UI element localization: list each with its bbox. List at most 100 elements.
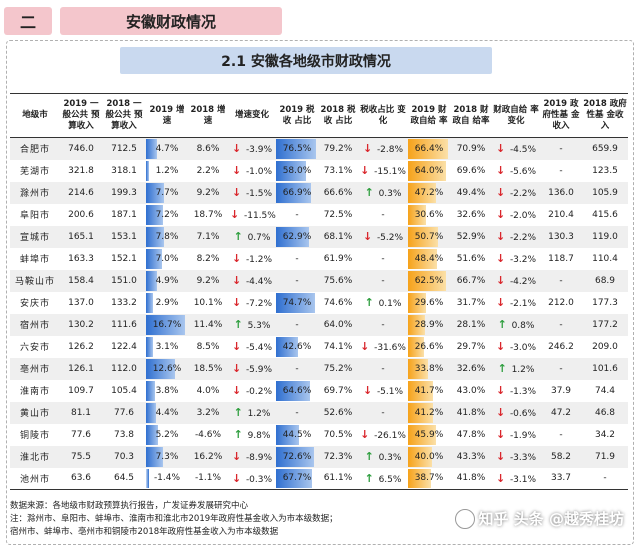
revenue-2019: 75.5 xyxy=(60,445,102,468)
growth-2018: 16.2% xyxy=(188,445,228,468)
down-arrow-icon: ↓ xyxy=(495,296,506,309)
growth-2019-bar xyxy=(146,270,158,291)
self-sufficiency-2018: 43.3% xyxy=(450,445,492,468)
revenue-2019: 746.0 xyxy=(60,137,102,160)
down-arrow-icon: ↓ xyxy=(495,164,506,177)
tax-share-2018: 69.7% xyxy=(323,385,353,396)
table-body: 合肥市 746.0 712.5 4.7% 8.6% ↓ -3.9% 76.5% 79.2% ↓ -2… xyxy=(10,137,628,490)
table-row: 淮南市 109.7 105.4 3.8% 4.0% ↓ -0.2% 64.6% 69.7% ↓ -5… xyxy=(10,380,628,402)
growth-2019: 7.7% xyxy=(146,181,188,204)
self-sufficiency-change: ↓ -0.6% xyxy=(492,401,540,424)
tax-share-2018: 75.2% xyxy=(318,357,358,380)
header-cell: 2018 政府性基 金收入 xyxy=(582,93,628,138)
growth-2019-value: 2.9% xyxy=(155,297,179,308)
growth-change: ↑ 0.7% xyxy=(228,225,276,248)
up-arrow-icon: ↑ xyxy=(364,471,374,485)
self-sufficiency-2018: 51.6% xyxy=(456,253,486,264)
tax-share-2018: 75.6% xyxy=(318,269,358,292)
tax-share-2019-value: 66.9% xyxy=(282,187,312,198)
revenue-2018: 70.3 xyxy=(102,445,146,468)
down-arrow-icon: ↓ xyxy=(362,142,373,156)
revenue-2019: 214.6 xyxy=(60,181,102,204)
tax-share-change-value: - xyxy=(381,209,385,220)
growth-2019-value: 7.2% xyxy=(155,209,179,220)
tax-share-2019: 67.7% xyxy=(276,467,318,490)
self-sufficiency-2019-bar xyxy=(408,380,434,401)
growth-change: ↑ 5.3% xyxy=(228,313,276,336)
down-arrow-icon: ↓ xyxy=(495,384,506,397)
down-arrow-icon: ↓ xyxy=(231,340,242,353)
growth-2019-bar xyxy=(146,204,163,225)
fund-revenue-2019: - xyxy=(559,165,563,176)
down-arrow-icon: ↓ xyxy=(495,186,506,199)
growth-2018: 9.2% xyxy=(188,181,228,204)
tax-share-change-value: -5.1% xyxy=(376,387,404,397)
down-arrow-icon: ↓ xyxy=(231,384,242,397)
table-row: 池州市 63.6 64.5 -1.4% -1.1% ↓ -0.3% 67.7% 61.1% ↑ 6.… xyxy=(10,467,628,490)
down-arrow-icon: ↓ xyxy=(230,208,240,221)
self-sufficiency-2019: 47.2% xyxy=(408,181,450,204)
self-sufficiency-2018: 28.1% xyxy=(450,313,492,336)
growth-2019-value: 7.8% xyxy=(155,231,179,242)
tax-share-2019: - xyxy=(276,269,318,292)
self-sufficiency-2019-bar xyxy=(408,204,427,225)
growth-change-value: -1.5% xyxy=(245,189,273,199)
tax-share-2019-bar xyxy=(276,336,299,357)
fund-revenue-2019: 212.0 xyxy=(548,297,574,308)
self-sufficiency-2019-value: 41.2% xyxy=(414,407,444,418)
self-sufficiency-change-value: -1.3% xyxy=(509,387,537,397)
self-sufficiency-2019-value: 66.4% xyxy=(414,143,444,154)
self-sufficiency-change: ↓ -4.2% xyxy=(492,269,540,292)
tax-share-change: - xyxy=(358,401,408,424)
tax-share-2019: 44.5% xyxy=(276,424,318,446)
tax-share-2018: 61.1% xyxy=(318,467,358,490)
tax-share-2019-bar xyxy=(276,292,316,313)
down-arrow-icon: ↓ xyxy=(231,142,242,156)
self-sufficiency-2019: 64.0% xyxy=(408,160,450,182)
self-sufficiency-change-value: -2.0% xyxy=(509,211,537,221)
self-sufficiency-2019-bar xyxy=(408,424,436,445)
growth-2019-value: 16.7% xyxy=(152,319,182,330)
growth-change-value: 0.7% xyxy=(247,233,271,243)
self-sufficiency-2018: 41.8% xyxy=(450,467,492,490)
self-sufficiency-change-value: -4.2% xyxy=(509,277,537,287)
tax-share-2019-bar xyxy=(276,424,300,445)
growth-2019-bar xyxy=(146,226,165,247)
tax-share-change: ↓ -26.1% xyxy=(358,424,408,446)
self-sufficiency-change-value: -2.2% xyxy=(509,189,537,199)
revenue-2018: 187.1 xyxy=(111,209,137,220)
growth-change: ↓ -5.9% xyxy=(228,357,276,380)
tax-share-change: ↑ 0.3% xyxy=(358,445,408,468)
note-line: 宿州市、蚌埠市、亳州市和铜陵市2018年政府性基金收入为市本级数据 xyxy=(10,527,279,537)
down-arrow-icon: ↓ xyxy=(231,450,242,463)
self-sufficiency-change: ↓ -3.0% xyxy=(492,336,540,358)
tax-share-2019: - xyxy=(276,313,318,336)
finance-table: 地级市 2019 一般公共 预算收入 2018 一般公共 预算收入 2019 增… xyxy=(10,93,628,490)
tax-share-change: - xyxy=(358,357,408,380)
self-sufficiency-2018: 47.8% xyxy=(456,429,486,440)
growth-2019-value: 7.7% xyxy=(155,187,179,198)
down-arrow-icon: ↓ xyxy=(495,471,506,485)
tax-share-2019-value: - xyxy=(295,407,299,418)
revenue-2019: 77.6 xyxy=(70,429,92,440)
table-row: 安庆市 137.0 133.2 2.9% 10.1% ↓ -7.2% 74.7% 74.6% ↑ 0… xyxy=(10,292,628,314)
revenue-2018: 318.1 xyxy=(111,165,137,176)
tax-share-change-value: - xyxy=(381,407,385,418)
fund-revenue-2019: 58.2 xyxy=(540,445,582,468)
growth-2019-bar xyxy=(146,292,153,313)
table-row: 铜陵市 77.6 73.8 5.2% -4.6% ↑ 9.8% 44.5% 70.5% ↓ -26.… xyxy=(10,424,628,446)
tax-share-change-value: - xyxy=(381,253,385,264)
note-line: 数据来源：各地级市财政预算执行报告，广发证券发展研究中心 xyxy=(10,501,249,511)
fund-revenue-2019: - xyxy=(540,269,582,292)
growth-2019: 3.8% xyxy=(146,380,188,402)
table-row: 亳州市 126.1 112.0 12.6% 18.5% ↓ -5.9% - 75.2% - 33.8… xyxy=(10,357,628,380)
tax-share-change-value: - xyxy=(381,275,385,286)
header-cell: 2019 政府性基 金收入 xyxy=(540,93,582,138)
city-name: 宿州市 xyxy=(10,313,60,336)
fund-revenue-2018: 209.0 xyxy=(592,341,618,352)
growth-2019-bar xyxy=(146,446,164,467)
self-sufficiency-change: ↓ -2.0% xyxy=(492,204,540,226)
city-name: 阜阳市 xyxy=(19,211,50,221)
revenue-2018: 153.1 xyxy=(102,225,146,248)
tax-share-2019-bar xyxy=(276,182,312,203)
